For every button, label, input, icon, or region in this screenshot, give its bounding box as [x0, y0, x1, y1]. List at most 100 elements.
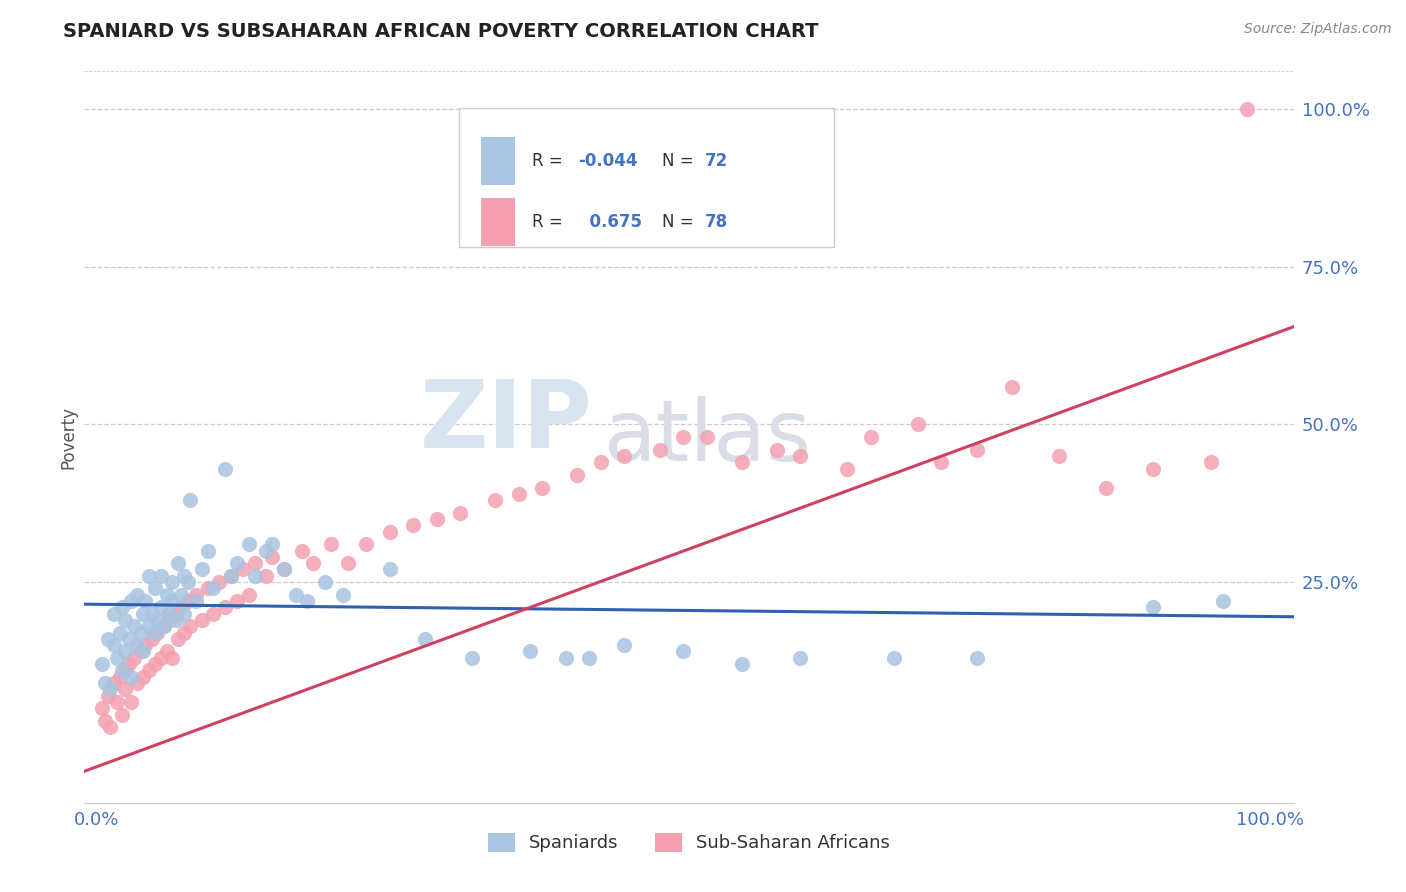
Point [105, 650, 128, 665]
Point [254, 569, 277, 583]
Legend: Spaniards, Sub-Saharan Africans: Spaniards, Sub-Saharan Africans [481, 826, 897, 860]
Point [554, 650, 576, 665]
Point [273, 562, 295, 576]
Point [153, 619, 176, 633]
Point [108, 625, 131, 640]
Point [731, 455, 754, 469]
Point [114, 613, 136, 627]
Point [149, 650, 172, 665]
Point [149, 569, 172, 583]
Point [519, 644, 541, 658]
Point [94, 676, 117, 690]
Point [118, 657, 141, 671]
Point [105, 695, 128, 709]
Text: ZIP: ZIP [419, 376, 592, 468]
Point [98, 682, 121, 697]
Point [129, 644, 152, 658]
Point [589, 455, 612, 469]
Point [118, 632, 141, 646]
Point [103, 638, 125, 652]
Point [155, 588, 177, 602]
Point [578, 650, 600, 665]
Point [114, 644, 136, 658]
Point [143, 625, 166, 640]
Point [1142, 461, 1164, 475]
Point [1212, 594, 1234, 608]
Point [138, 619, 160, 633]
Point [162, 650, 184, 665]
Point [648, 442, 671, 457]
Y-axis label: Poverty: Poverty [59, 406, 77, 468]
Text: R =: R = [531, 213, 568, 231]
Point [173, 625, 195, 640]
Point [146, 613, 169, 627]
Point [132, 644, 155, 658]
Point [461, 650, 484, 665]
Point [111, 600, 134, 615]
Point [94, 714, 117, 728]
Point [122, 619, 145, 633]
FancyBboxPatch shape [481, 198, 515, 245]
Point [176, 575, 198, 590]
Point [132, 607, 155, 621]
Point [120, 594, 142, 608]
Point [122, 650, 145, 665]
Point [254, 543, 277, 558]
Text: Source: ZipAtlas.com: Source: ZipAtlas.com [1244, 22, 1392, 37]
Point [284, 588, 307, 602]
Point [155, 644, 177, 658]
Point [319, 537, 342, 551]
Text: atlas: atlas [605, 395, 813, 479]
FancyBboxPatch shape [481, 137, 515, 185]
Point [966, 442, 988, 457]
Point [103, 676, 125, 690]
Point [153, 619, 176, 633]
Point [789, 449, 811, 463]
Point [173, 569, 195, 583]
Point [176, 594, 198, 608]
Point [114, 664, 136, 678]
Point [179, 619, 201, 633]
Point [134, 594, 156, 608]
Point [1094, 481, 1116, 495]
Text: 0.675: 0.675 [578, 213, 641, 231]
Point [165, 607, 187, 621]
Point [567, 467, 589, 482]
Point [127, 638, 149, 652]
Point [1047, 449, 1070, 463]
Point [966, 650, 988, 665]
Point [238, 588, 260, 602]
Point [613, 449, 636, 463]
Point [337, 556, 360, 570]
Point [425, 512, 447, 526]
Point [332, 588, 354, 602]
Point [883, 650, 905, 665]
Point [243, 569, 266, 583]
Point [129, 625, 152, 640]
Point [214, 600, 236, 615]
Point [531, 481, 554, 495]
Point [165, 613, 187, 627]
Point [508, 487, 530, 501]
Point [354, 537, 377, 551]
Point [789, 650, 811, 665]
Point [226, 556, 249, 570]
Point [127, 588, 149, 602]
Point [232, 562, 254, 576]
Point [157, 607, 180, 621]
Point [91, 701, 114, 715]
Text: SPANIARD VS SUBSAHARAN AFRICAN POVERTY CORRELATION CHART: SPANIARD VS SUBSAHARAN AFRICAN POVERTY C… [63, 22, 818, 41]
Point [127, 676, 149, 690]
Point [169, 588, 191, 602]
Point [162, 575, 184, 590]
Point [98, 720, 121, 734]
Point [141, 632, 163, 646]
Point [97, 632, 120, 646]
Point [162, 594, 184, 608]
Text: 78: 78 [704, 213, 728, 231]
Point [138, 664, 160, 678]
Point [202, 582, 225, 596]
Point [696, 430, 718, 444]
Point [157, 613, 180, 627]
Point [190, 562, 212, 576]
